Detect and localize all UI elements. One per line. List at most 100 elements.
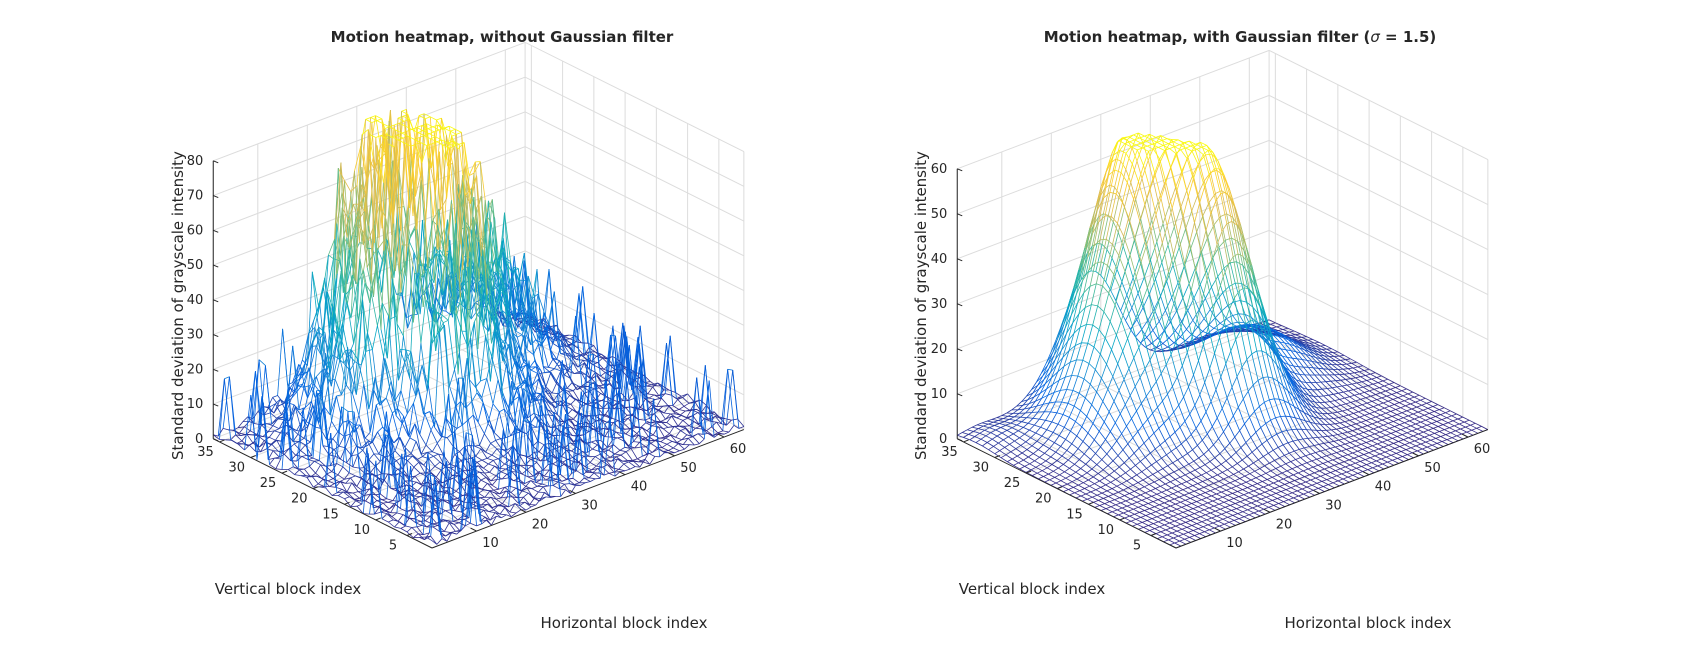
mesh-segment: [381, 498, 387, 500]
mesh-segment: [683, 402, 690, 407]
mesh-segment: [436, 436, 443, 444]
mesh-segment: [365, 117, 371, 120]
mesh-segment: [350, 500, 357, 507]
mesh-segment: [222, 428, 229, 431]
mesh-segment: [425, 429, 432, 446]
mesh-segment: [237, 421, 244, 428]
mesh-segment: [354, 497, 360, 500]
mesh-segment: [607, 440, 613, 448]
mesh-segment: [385, 434, 391, 489]
mesh-segment: [336, 394, 342, 397]
mesh-segment: [591, 465, 597, 471]
mesh-segment: [344, 433, 351, 448]
mesh-segment: [529, 360, 536, 368]
mesh-segment: [577, 451, 583, 455]
z-tick-label: 10: [187, 397, 204, 412]
mesh-segment: [360, 184, 367, 194]
mesh-segment: [367, 332, 373, 350]
mesh-segment: [415, 343, 422, 397]
mesh-segment: [288, 392, 295, 399]
mesh-segment: [477, 402, 484, 423]
mesh-segment: [436, 117, 442, 121]
mesh-segment: [317, 478, 324, 485]
y-tick-label: 10: [353, 523, 370, 538]
mesh-segment: [415, 175, 421, 197]
mesh-segment: [589, 456, 596, 463]
mesh-segment: [383, 502, 389, 504]
mesh-segment: [354, 170, 360, 243]
mesh-segment: [406, 453, 412, 457]
mesh-segment: [268, 430, 275, 438]
mesh-segment: [551, 381, 558, 394]
mesh-segment: [443, 394, 449, 456]
mesh-segment: [401, 484, 407, 494]
mesh-segment: [260, 365, 266, 425]
mesh-segment: [417, 485, 423, 492]
mesh-segment: [397, 408, 403, 424]
mesh-segment: [504, 212, 510, 283]
mesh-segment: [660, 393, 666, 399]
mesh-segment: [544, 424, 551, 428]
mesh-segment: [405, 349, 412, 352]
mesh-segment: [272, 395, 278, 398]
mesh-segment: [675, 430, 681, 438]
mesh-segment: [377, 426, 383, 433]
mesh-segment: [606, 376, 612, 381]
x-axis-label: Horizontal block index: [541, 614, 708, 632]
mesh-segment: [542, 464, 549, 471]
y-tick-label: 20: [291, 492, 308, 507]
mesh-segment: [453, 500, 460, 507]
mesh-segment: [547, 358, 554, 368]
mesh-segment: [422, 451, 428, 457]
mesh-segment: [472, 414, 479, 423]
mesh-segment: [395, 390, 402, 416]
mesh-segment: [413, 533, 419, 539]
mesh-segment: [513, 355, 520, 390]
mesh-segment: [397, 115, 404, 119]
mesh-segment: [432, 217, 439, 250]
mesh-segment: [416, 525, 423, 528]
mesh-segment: [418, 113, 425, 116]
mesh-segment: [394, 122, 400, 126]
mesh-segment: [556, 342, 563, 360]
z-tick-label: 70: [187, 189, 204, 204]
mesh-segment: [374, 506, 380, 515]
mesh-segment: [428, 455, 434, 459]
mesh-segment: [500, 468, 506, 473]
mesh-segment: [331, 492, 338, 496]
mesh-segment: [592, 362, 598, 366]
mesh-segment: [224, 376, 230, 380]
mesh-segment: [352, 491, 359, 494]
mesh-segment: [260, 442, 266, 452]
mesh-segment: [625, 448, 632, 453]
mesh-segment: [236, 440, 243, 444]
x-tick-label: 30: [581, 498, 598, 513]
mesh-segment: [337, 466, 344, 476]
mesh-segment: [302, 419, 309, 427]
mesh-segment: [662, 427, 669, 430]
mesh-segment: [571, 470, 577, 474]
mesh-segment: [301, 455, 307, 457]
mesh-segment: [358, 270, 364, 321]
mesh-segment: [537, 469, 544, 473]
mesh-segment: [633, 435, 639, 442]
mesh-segment: [519, 359, 526, 369]
mesh-segment: [341, 385, 347, 395]
mesh-segment: [673, 409, 680, 412]
mesh-segment: [309, 385, 316, 398]
y-tick-label: 35: [197, 445, 214, 460]
mesh-segment: [385, 380, 392, 399]
mesh-segment: [438, 453, 444, 456]
mesh-segment: [356, 230, 363, 285]
mesh-segment: [387, 500, 394, 503]
x-tick-label: 50: [680, 461, 697, 476]
mesh-segment: [422, 268, 428, 278]
mesh-segment: [614, 449, 621, 455]
mesh-segment: [678, 405, 685, 410]
mesh-segment: [394, 437, 401, 452]
mesh-segment: [328, 449, 335, 456]
mesh-segment: [495, 438, 501, 441]
mesh-segment: [269, 403, 276, 414]
mesh-segment: [352, 454, 359, 468]
mesh-segment: [327, 478, 334, 482]
